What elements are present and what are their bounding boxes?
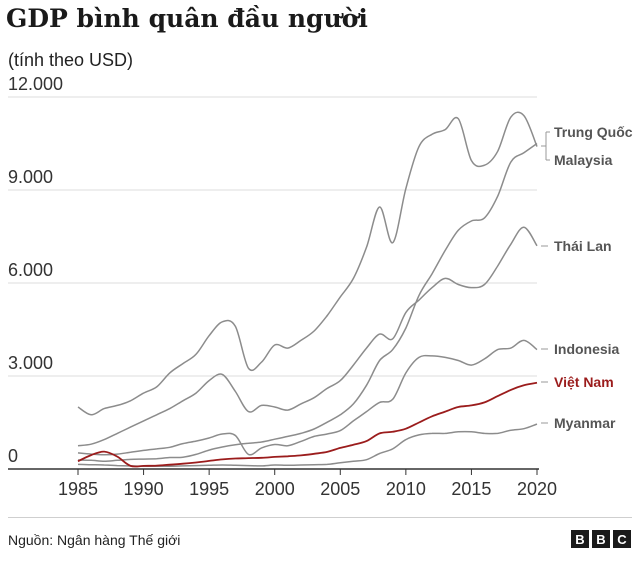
footer-divider — [8, 517, 632, 518]
y-tick-label: 9.000 — [8, 167, 53, 187]
series-line — [77, 142, 538, 463]
y-tick-label: 0 — [8, 446, 18, 466]
series-line — [77, 339, 538, 456]
bbc-logo-letter: C — [613, 530, 631, 548]
bbc-logo-letter: B — [592, 530, 610, 548]
line-chart: 0 3.000 6.000 9.000 12.000 1985 1990 1995 2000 20… — [8, 74, 633, 499]
x-tick-label: 1990 — [124, 479, 164, 499]
x-tick-label: 2005 — [320, 479, 360, 499]
bbc-logo-letter: B — [571, 530, 589, 548]
bbc-logo: B B C — [571, 530, 631, 548]
label-bracket — [541, 131, 550, 161]
series-line — [77, 423, 538, 467]
x-tick-label: 1995 — [189, 479, 229, 499]
y-tick-label: 12.000 — [8, 74, 63, 94]
series-label: Malaysia — [554, 152, 613, 168]
series-line — [77, 226, 538, 447]
series-label: Trung Quốc — [554, 124, 633, 140]
series-line — [77, 111, 538, 416]
source-note: Nguồn: Ngân hàng Thế giới — [8, 532, 181, 548]
chart-subtitle: (tính theo USD) — [8, 50, 134, 70]
y-tick-label: 6.000 — [8, 260, 53, 280]
x-tick-label: 1985 — [58, 479, 98, 499]
series-label: Myanmar — [554, 415, 616, 431]
series-label: Indonesia — [554, 341, 620, 357]
series-label: Việt Nam — [554, 374, 614, 390]
y-tick-label: 3.000 — [8, 353, 53, 373]
x-tick-label: 2015 — [451, 479, 491, 499]
x-tick-label: 2010 — [386, 479, 426, 499]
x-tick-label: 2000 — [255, 479, 295, 499]
series-line — [77, 381, 538, 468]
x-tick-label: 2020 — [517, 479, 557, 499]
chart-title: GDP bình quân đầu người — [6, 4, 368, 33]
series-label: Thái Lan — [554, 238, 612, 254]
